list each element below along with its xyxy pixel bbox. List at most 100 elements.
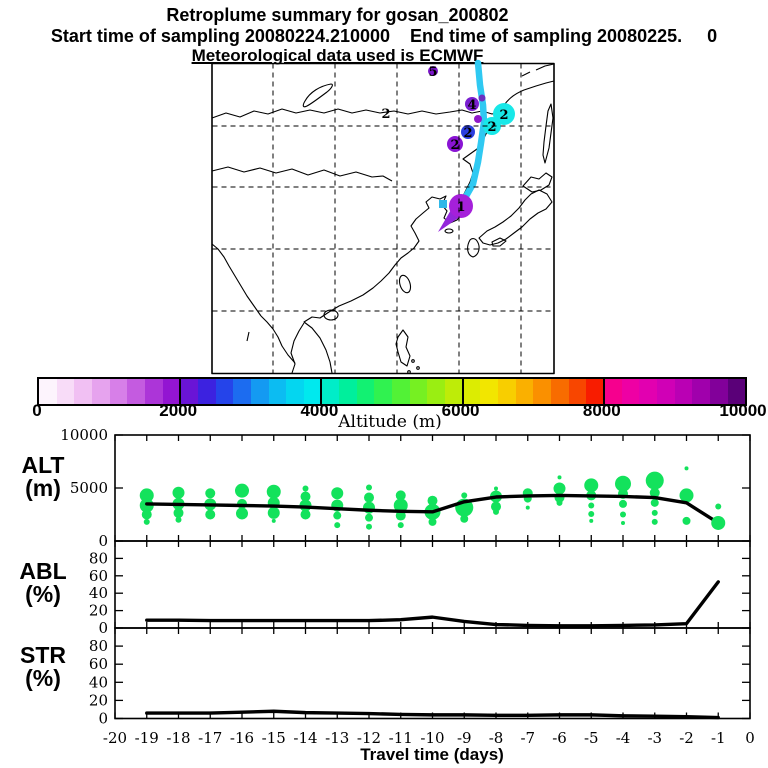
plume-marker xyxy=(449,194,473,218)
y-tick-label: 5000 xyxy=(70,479,108,497)
alt-dot xyxy=(271,518,276,523)
alt-dot xyxy=(460,514,469,523)
alt-dot xyxy=(621,520,625,525)
colorbar-cell xyxy=(180,379,198,404)
plume-marker-label: 2 xyxy=(499,108,508,123)
alt-dot xyxy=(141,509,152,520)
colorbar-cell xyxy=(462,379,481,404)
x-tick-label: -18 xyxy=(166,729,190,747)
colorbar-cell xyxy=(162,379,181,404)
plume-marker-label: 2 xyxy=(463,126,472,141)
plume-marker xyxy=(493,103,515,125)
colorbar-cell xyxy=(339,379,357,404)
alt-dot xyxy=(649,487,660,498)
colorbar-cell xyxy=(656,379,675,404)
panel-label-abl: ABL (%) xyxy=(8,560,78,606)
alt-dot xyxy=(139,488,154,503)
colorbar-cell xyxy=(533,379,552,404)
alt-dot xyxy=(494,486,498,491)
colorbar-cell xyxy=(392,379,410,404)
colorbar-cell xyxy=(480,379,499,404)
colorbar-cell xyxy=(303,379,322,404)
str-unit-label: (%) xyxy=(25,665,61,691)
coastline-detail xyxy=(246,331,250,342)
colorbar-cell xyxy=(427,379,446,404)
colorbar-tick-label: 0 xyxy=(32,401,42,420)
y-tick-label: 20 xyxy=(89,691,108,709)
colorbar-tick-label: 6000 xyxy=(441,401,480,420)
alt-dot xyxy=(364,492,374,503)
panel-label-str: STR (%) xyxy=(8,644,78,690)
alt-dot xyxy=(651,518,658,525)
alt-dot xyxy=(684,466,689,471)
panel-label-alt: ALT (m) xyxy=(8,454,78,500)
x-tick-label: -20 xyxy=(103,729,127,747)
coastline-thailand xyxy=(290,322,305,374)
alt-dot xyxy=(553,482,566,495)
met-data-line: Meteorological data used is ECMWF xyxy=(191,46,484,65)
colorbar-divider xyxy=(461,379,464,404)
plume-marker-label: 5 xyxy=(428,65,437,80)
jeju-island xyxy=(444,228,454,234)
colorbar-cell xyxy=(709,379,728,404)
colorbar-cell xyxy=(91,379,110,404)
x-tick-label: -8 xyxy=(489,729,504,747)
colorbar-cell xyxy=(692,379,710,404)
alt-dot xyxy=(619,499,627,508)
panel-border xyxy=(114,627,751,720)
philippine-islet xyxy=(407,370,411,374)
alt-dot xyxy=(428,517,437,526)
alt-dot xyxy=(650,498,659,507)
colorbar-cell xyxy=(321,379,340,404)
colorbar-cell xyxy=(39,379,57,404)
x-tick-label: -6 xyxy=(552,729,567,747)
x-tick-label: -2 xyxy=(679,729,694,747)
plume-marker xyxy=(461,125,475,139)
alt-dot xyxy=(588,510,595,517)
colorbar-cell xyxy=(586,379,604,404)
colorbar-cell xyxy=(268,379,287,404)
x-tick-label: -16 xyxy=(230,729,254,747)
colorbar-cell xyxy=(604,379,622,404)
colorbar-cell xyxy=(250,379,269,404)
y-tick-label: 80 xyxy=(89,637,108,655)
altitude-colorbar xyxy=(37,377,747,406)
plume-marker-label: 1 xyxy=(456,200,465,215)
plume-marker-label: 2 xyxy=(487,120,496,135)
colorbar-cell xyxy=(515,379,534,404)
colorbar-tick-label: 10000 xyxy=(719,401,767,420)
alt-dot xyxy=(682,516,691,525)
plume-marker xyxy=(465,97,479,111)
plume-marker xyxy=(478,94,486,102)
map-border xyxy=(211,62,555,375)
colorbar-cell xyxy=(445,379,463,404)
alt-dot xyxy=(173,507,184,518)
y-tick-label: 60 xyxy=(89,655,108,673)
colorbar-cell xyxy=(197,379,216,404)
alt-dot xyxy=(366,484,372,491)
coastline-amur xyxy=(211,166,393,182)
colorbar-cell xyxy=(551,379,569,404)
alt-dot xyxy=(236,507,248,520)
alt-dot xyxy=(493,508,499,515)
coastline-myanmar xyxy=(211,243,262,317)
coastline-siberia xyxy=(211,108,501,119)
x-axis-title: Travel time (days) xyxy=(360,745,504,764)
str-label: STR xyxy=(20,642,66,668)
colorbar-cell xyxy=(74,379,92,404)
kuril-coast xyxy=(521,63,555,77)
alt-dot xyxy=(525,505,530,510)
alt-dot xyxy=(645,471,664,490)
alt-dot xyxy=(556,499,563,506)
alt-dot xyxy=(557,475,562,480)
page-title: Retroplume summary for gosan_200802 xyxy=(166,5,509,25)
colorbar-cell xyxy=(674,379,693,404)
abl-line xyxy=(145,580,720,628)
alt-dot xyxy=(300,509,311,520)
colorbar-tick-label: 8000 xyxy=(582,401,621,420)
colorbar-cell xyxy=(215,379,234,404)
alt-dot xyxy=(620,511,626,518)
colorbar-cell xyxy=(409,379,428,404)
alt-dot xyxy=(491,501,501,512)
